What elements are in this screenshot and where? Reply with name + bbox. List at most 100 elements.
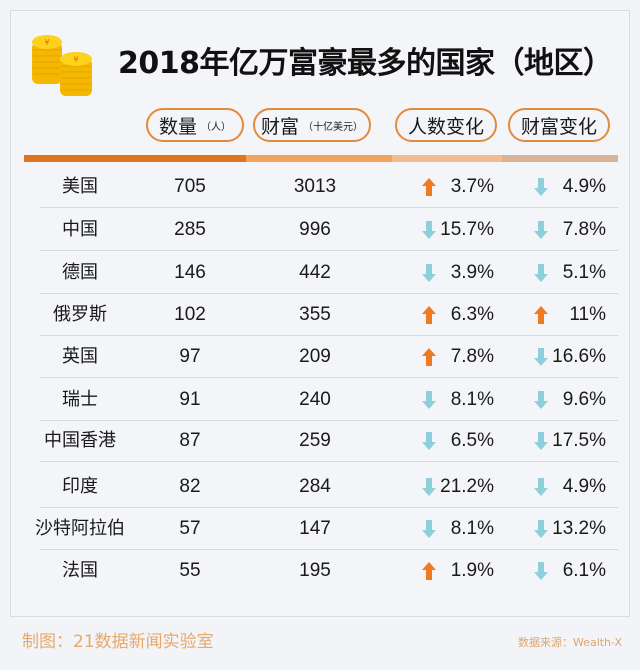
wealth-value: 442 xyxy=(299,262,331,283)
wealth-value: 240 xyxy=(299,389,331,410)
arrow-down-icon xyxy=(534,221,548,239)
country-name: 中国 xyxy=(62,219,98,240)
arrow-down-icon xyxy=(422,391,436,409)
arrow-up-icon xyxy=(422,306,436,324)
count-change-value: 21.2% xyxy=(440,476,494,497)
arrow-down-icon xyxy=(534,391,548,409)
arrow-down-icon xyxy=(422,264,436,282)
arrow-down-icon xyxy=(534,348,548,366)
header-color-bar xyxy=(24,155,618,162)
billionaire-count: 57 xyxy=(179,518,201,539)
arrow-up-icon xyxy=(422,348,436,366)
arrow-up-icon xyxy=(422,562,436,580)
row-divider xyxy=(40,335,618,336)
count-change-value: 3.9% xyxy=(450,262,494,283)
wealth-change-value: 17.5% xyxy=(552,430,606,451)
country-name: 法国 xyxy=(62,560,98,581)
row-divider xyxy=(40,420,618,421)
wealth-change-value: 5.1% xyxy=(562,262,606,283)
bar-segment-3 xyxy=(392,155,502,162)
table-row: 德国 146 442 3.9% 5.1% xyxy=(40,252,618,294)
bar-segment-1 xyxy=(24,155,246,162)
svg-text:¥: ¥ xyxy=(44,38,49,47)
billionaire-count: 705 xyxy=(174,176,206,197)
row-divider xyxy=(40,207,618,208)
count-change-value: 8.1% xyxy=(450,389,494,410)
count-change-value: 8.1% xyxy=(450,518,494,539)
row-divider xyxy=(40,461,618,462)
wealth-change-value: 6.1% xyxy=(562,560,606,581)
billionaire-count: 55 xyxy=(179,560,201,581)
count-change-value: 6.3% xyxy=(450,304,494,325)
billionaire-count: 82 xyxy=(179,476,201,497)
table-row: 瑞士 91 240 8.1% 9.6% xyxy=(40,379,618,421)
wealth-value: 355 xyxy=(299,304,331,325)
header-count-change: 人数变化 xyxy=(395,108,497,142)
arrow-down-icon xyxy=(422,520,436,538)
header-count-label: 数量 xyxy=(158,115,197,138)
arrow-down-icon xyxy=(534,432,548,450)
header-wealth-change-label: 财富变化 xyxy=(520,115,597,138)
wealth-value: 195 xyxy=(299,560,331,581)
table-row: 中国 285 996 15.7% 7.8% xyxy=(40,209,618,251)
table-row: 沙特阿拉伯 57 147 8.1% 13.2% xyxy=(35,508,618,550)
row-divider xyxy=(40,250,618,251)
wealth-value: 3013 xyxy=(293,176,337,197)
page-title: 2018年亿万富豪最多的国家（地区） xyxy=(118,46,613,81)
wealth-change-value: 4.9% xyxy=(562,476,606,497)
table-row: 英国 97 209 7.8% 16.6% xyxy=(40,336,618,378)
arrow-down-icon xyxy=(534,478,548,496)
table-row: 中国香港 87 259 6.5% 17.5% xyxy=(40,420,618,462)
gold-coins-icon: ¥ ¥ xyxy=(32,35,92,96)
count-change-value: 15.7% xyxy=(440,219,494,240)
header-wealth-label: 财富 xyxy=(260,115,299,138)
row-divider xyxy=(40,293,618,294)
billionaire-count: 91 xyxy=(179,389,201,410)
table-row: 美国 705 3013 3.7% 4.9% xyxy=(40,166,618,208)
billionaire-count: 146 xyxy=(174,262,206,283)
row-divider xyxy=(40,507,618,508)
arrow-down-icon xyxy=(534,178,548,196)
header-wealth-change: 财富变化 xyxy=(508,108,610,142)
count-change-value: 6.5% xyxy=(450,430,494,451)
wealth-value: 284 xyxy=(299,476,331,497)
wealth-change-value: 11% xyxy=(569,304,606,325)
row-divider xyxy=(40,549,618,550)
source-text: 数据来源：Wealth-X xyxy=(517,636,622,649)
arrow-down-icon xyxy=(422,432,436,450)
table-row: 印度 82 284 21.2% 4.9% xyxy=(40,466,618,508)
row-divider xyxy=(40,377,618,378)
arrow-down-icon xyxy=(534,562,548,580)
country-name: 印度 xyxy=(62,476,98,497)
bar-segment-4 xyxy=(502,155,618,162)
header-wealth: 财富 （十亿美元） xyxy=(253,108,371,142)
bar-segment-2 xyxy=(246,155,392,162)
country-name: 德国 xyxy=(62,262,98,283)
table-row: 俄罗斯 102 355 6.3% 11% xyxy=(40,294,618,336)
billionaire-count: 87 xyxy=(179,430,201,451)
header-count-change-label: 人数变化 xyxy=(407,115,484,138)
header-count-unit: （人） xyxy=(201,121,231,133)
wealth-change-value: 13.2% xyxy=(552,518,606,539)
country-name: 美国 xyxy=(62,176,98,197)
wealth-value: 259 xyxy=(299,430,331,451)
wealth-change-value: 7.8% xyxy=(562,219,606,240)
arrow-down-icon xyxy=(422,221,436,239)
header-count: 数量 （人） xyxy=(146,108,244,142)
country-name: 英国 xyxy=(62,346,98,367)
arrow-up-icon xyxy=(534,306,548,324)
count-change-value: 3.7% xyxy=(450,176,494,197)
billionaire-count: 102 xyxy=(174,304,206,325)
billionaire-count: 285 xyxy=(174,219,206,240)
wealth-value: 209 xyxy=(299,346,331,367)
svg-text:¥: ¥ xyxy=(73,55,78,64)
credit-text: 制图：21数据新闻实验室 xyxy=(22,632,214,652)
wealth-change-value: 16.6% xyxy=(552,346,606,367)
count-change-value: 7.8% xyxy=(450,346,494,367)
table-row: 法国 55 195 1.9% 6.1% xyxy=(40,550,618,592)
billionaire-count: 97 xyxy=(179,346,201,367)
arrow-down-icon xyxy=(534,264,548,282)
country-name: 沙特阿拉伯 xyxy=(35,518,125,539)
wealth-change-value: 9.6% xyxy=(562,389,606,410)
